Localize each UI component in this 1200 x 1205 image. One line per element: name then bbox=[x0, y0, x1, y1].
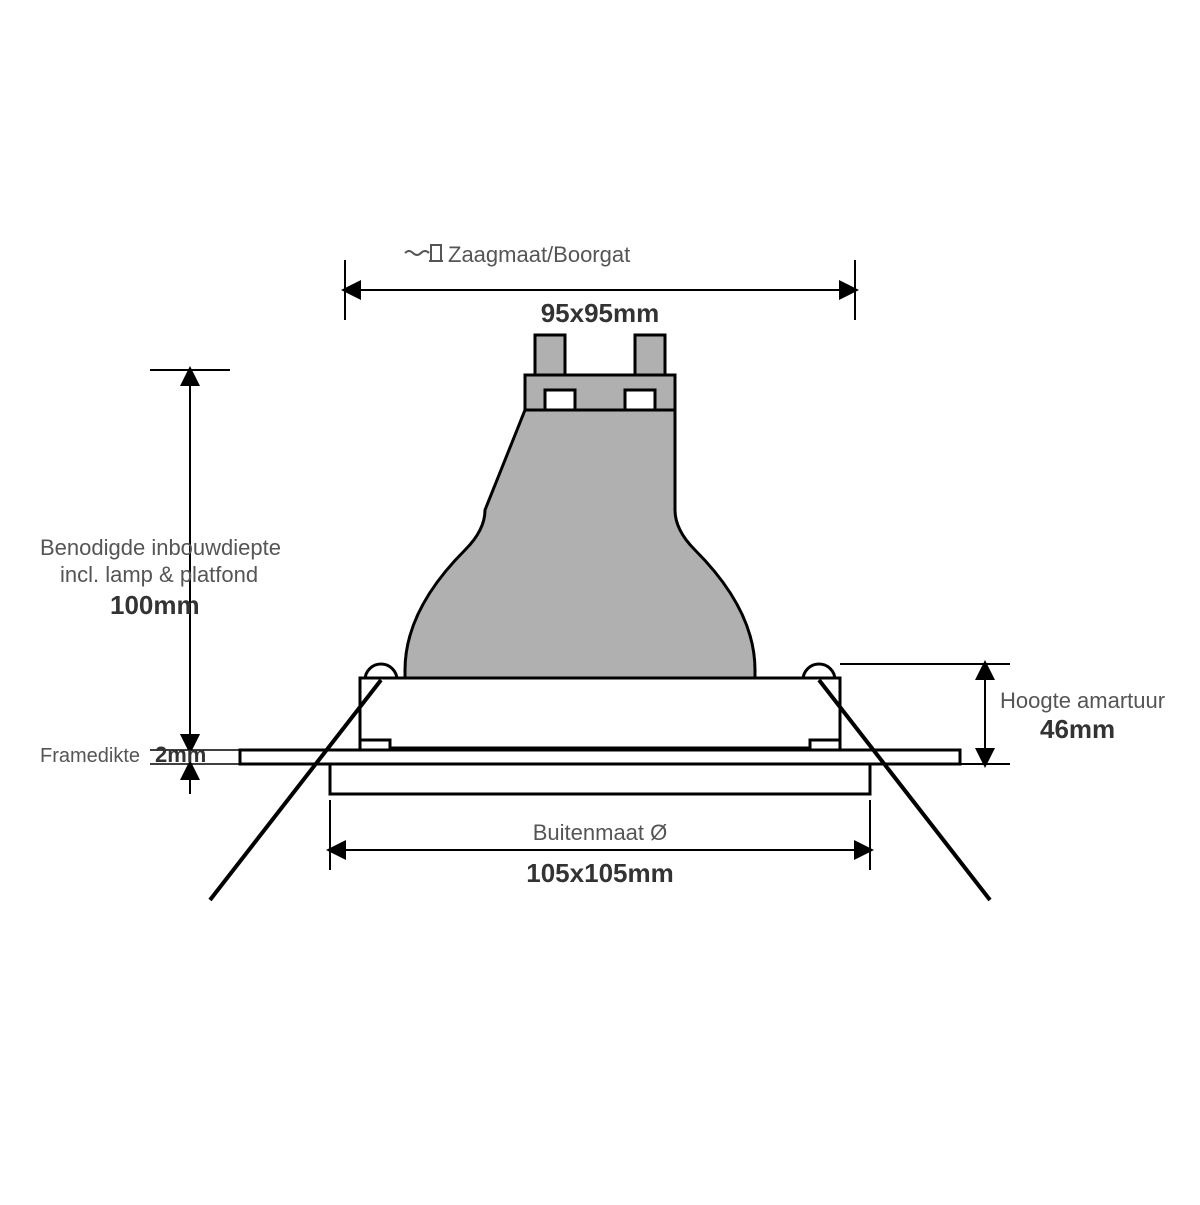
dim-right-value: 46mm bbox=[1040, 714, 1115, 744]
dim-left-depth: Benodigde inbouwdiepte incl. lamp & plat… bbox=[40, 370, 281, 750]
bulb-shape bbox=[405, 335, 755, 695]
drill-icon bbox=[405, 245, 443, 261]
dim-top-label: Zaagmaat/Boorgat bbox=[448, 242, 630, 267]
dim-bottom-label: Buitenmaat Ø bbox=[533, 820, 668, 845]
dim-left-label2: incl. lamp & platfond bbox=[60, 562, 258, 587]
dim-top-value: 95x95mm bbox=[541, 298, 660, 328]
dim-top: Zaagmaat/Boorgat 95x95mm bbox=[345, 242, 855, 328]
dim-left-label1: Benodigde inbouwdiepte bbox=[40, 535, 281, 560]
dim-framedikte-label: Framedikte bbox=[40, 745, 140, 767]
dim-framedikte-value: 2mm bbox=[155, 742, 206, 767]
technical-diagram: Zaagmaat/Boorgat 95x95mm Benodigde inbou… bbox=[0, 0, 1200, 1200]
dim-bottom: Buitenmaat Ø 105x105mm bbox=[330, 800, 870, 888]
dim-right-label: Hoogte amartuur bbox=[1000, 688, 1165, 713]
dim-frame-thickness: Framedikte 2mm bbox=[40, 720, 240, 794]
dim-left-value: 100mm bbox=[110, 590, 200, 620]
dim-bottom-value: 105x105mm bbox=[526, 858, 673, 888]
